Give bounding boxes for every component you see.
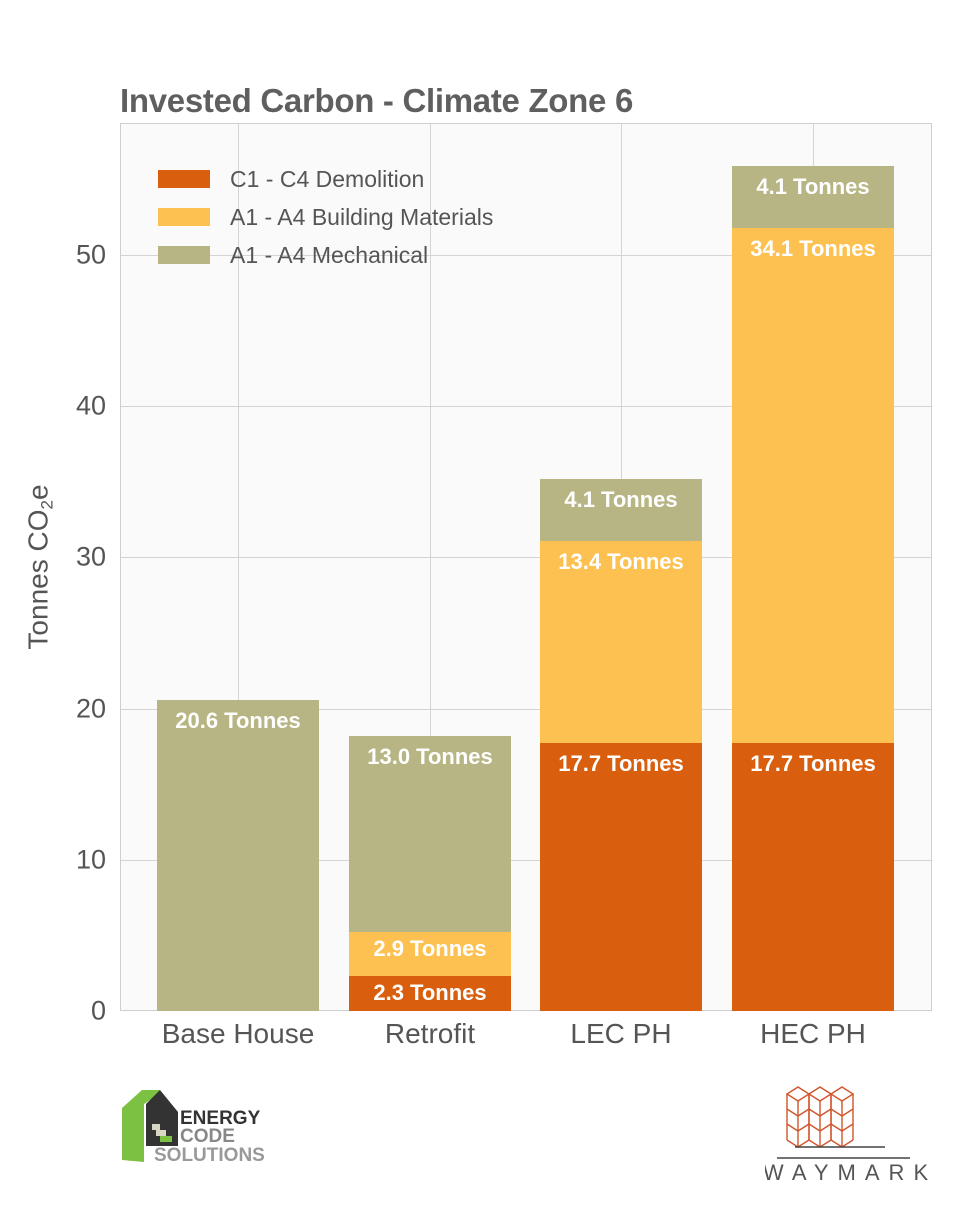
y-axis-label: Tonnes CO2e [22,484,57,650]
legend-item: A1 - A4 Mechanical [158,236,493,274]
bar-segment: 17.7 Tonnes [732,743,894,1011]
svg-text:CODE: CODE [180,1126,235,1147]
legend: C1 - C4 Demolition A1 - A4 Building Mater… [158,160,493,274]
bar-value-label: 4.1 Tonnes [564,486,678,512]
bar-segment: 34.1 Tonnes [732,227,894,744]
legend-label: C1 - C4 Demolition [230,165,425,192]
bar-value-label: 4.1 Tonnes [756,173,870,199]
svg-text:WAYMARK: WAYMARK [765,1160,935,1185]
gridline-horizontal [121,557,931,559]
waymark-logo: WAYMARK [765,1086,935,1185]
legend-swatch [158,246,210,264]
gridline-horizontal [121,708,931,710]
bar-segment: 13.4 Tonnes [540,540,702,744]
bar-segment: 4.1 Tonnes [732,165,894,228]
gridline-horizontal [121,255,931,256]
chart-title: Invested Carbon - Climate Zone 6 [120,82,634,119]
legend-swatch [158,208,210,226]
y-tick-label: 40 [75,390,106,421]
legend-label: A1 - A4 Building Materials [230,203,494,230]
bar-segment: 4.1 Tonnes [540,478,702,541]
bar-value-label: 2.9 Tonnes [373,936,487,962]
x-tick-label: LEC PH [570,1018,672,1049]
bar-segment: 2.3 Tonnes [349,976,511,1011]
bar-value-label: 13.4 Tonnes [558,548,684,574]
x-tick-label: Retrofit [384,1018,476,1049]
bar-segment: 13.0 Tonnes [349,735,511,933]
gridline-vertical [430,124,431,1010]
legend-item: C1 - C4 Demolition [158,160,493,198]
bar-segment: 20.6 Tonnes [157,699,319,1011]
bar-segment: 2.9 Tonnes [349,932,511,977]
legend-label: A1 - A4 Mechanical [230,241,429,268]
bar-value-label: 20.6 Tonnes [175,707,301,733]
y-tick-label: 10 [75,844,106,875]
gridline-horizontal [121,406,931,408]
y-tick-label: 0 [90,995,106,1026]
y-tick-label: 50 [75,239,106,270]
x-tick-label: HEC PH [760,1018,866,1049]
bar-value-label: 17.7 Tonnes [750,751,876,777]
x-tick-label: Base House [161,1018,315,1049]
y-tick-label: 30 [75,541,106,572]
legend-item: A1 - A4 Building Materials [158,198,493,236]
bar-segment: 17.7 Tonnes [540,743,702,1011]
bar-value-label: 17.7 Tonnes [558,751,684,777]
svg-text:SOLUTIONS: SOLUTIONS [154,1145,265,1166]
gridline-horizontal [121,859,931,861]
y-tick-label: 20 [75,693,106,724]
svg-text:ENERGY: ENERGY [180,1108,261,1129]
legend-swatch [158,170,210,188]
bar-value-label: 13.0 Tonnes [367,743,493,769]
bar-value-label: 34.1 Tonnes [750,235,876,261]
gridline-vertical [238,124,239,1010]
bar-value-label: 2.3 Tonnes [373,980,487,1006]
energy-code-solutions-logo: ENERGY CODE SOLUTIONS [122,1090,265,1166]
